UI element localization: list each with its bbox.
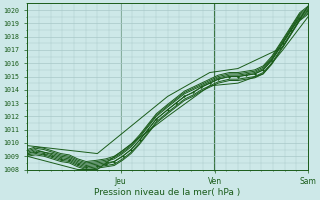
- X-axis label: Pression niveau de la mer( hPa ): Pression niveau de la mer( hPa ): [94, 188, 241, 197]
